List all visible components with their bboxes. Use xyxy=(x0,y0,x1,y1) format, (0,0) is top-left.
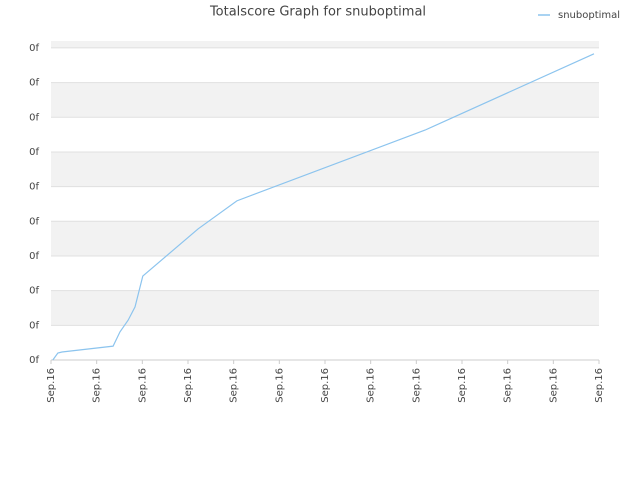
grid-band xyxy=(51,221,599,256)
y-tick-label: 0f xyxy=(29,112,39,123)
y-tick-label: 0f xyxy=(29,78,39,89)
y-tick-label: 0f xyxy=(29,286,39,297)
x-tick-label: Sep.16 xyxy=(366,368,377,403)
grid-band xyxy=(51,82,599,118)
y-tick-label: 0f xyxy=(29,251,39,262)
y-tick-label: 0f xyxy=(29,147,39,158)
data-line xyxy=(52,53,595,361)
grid-band xyxy=(51,151,599,187)
x-tick-label: Sep.16 xyxy=(229,368,240,403)
y-tick-label: 0f xyxy=(29,355,39,366)
x-tick-label: Sep.16 xyxy=(46,368,57,403)
y-tick-label: 0f xyxy=(29,43,39,54)
x-tick-label: Sep.16 xyxy=(457,368,468,403)
x-tick-label: Sep.16 xyxy=(183,368,194,403)
x-tick-label: Sep.16 xyxy=(274,368,285,403)
x-tick-label: Sep.16 xyxy=(411,368,422,403)
legend-label: snuboptimal xyxy=(558,10,620,21)
x-tick-label: Sep.16 xyxy=(92,368,103,403)
x-tick-label: Sep.16 xyxy=(320,368,331,403)
x-tick-label: Sep.16 xyxy=(503,368,514,403)
chart-title: Totalscore Graph for snuboptimal xyxy=(209,5,426,20)
x-tick-label: Sep.16 xyxy=(137,368,148,403)
grid-band xyxy=(51,41,599,48)
y-tick-label: 0f xyxy=(29,182,39,193)
x-tick-label: Sep.16 xyxy=(548,368,559,403)
y-tick-label: 0f xyxy=(29,216,39,227)
y-tick-label: 0f xyxy=(29,320,39,331)
grid-band xyxy=(51,290,599,326)
x-tick-label: Sep.16 xyxy=(594,368,605,403)
